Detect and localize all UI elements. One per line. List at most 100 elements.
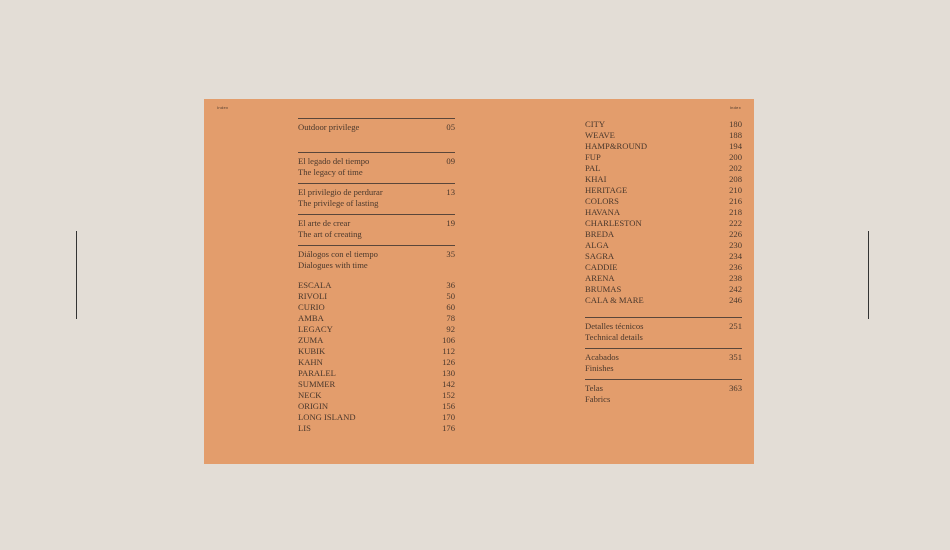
item-name: BRUMAS (585, 284, 622, 294)
toc-section: Telas 363 Fabrics (585, 379, 742, 405)
page-number: 251 (729, 321, 742, 331)
section-title: Outdoor privilege (298, 122, 360, 132)
page-number: 236 (729, 262, 742, 272)
section-subtitle: Technical details (585, 332, 643, 342)
left-toc: Outdoor privilege 05 El legado del tiempo 0… (298, 118, 455, 434)
section-title: Telas (585, 383, 604, 393)
item-name: KAHN (298, 357, 323, 367)
item-name: CURIO (298, 302, 325, 312)
item-name: NECK (298, 390, 322, 400)
left-page-header: Index (217, 105, 229, 110)
page-number: 19 (446, 218, 455, 228)
page-number: 152 (442, 390, 455, 400)
page-number: 202 (729, 163, 742, 173)
page-number: 112 (442, 346, 455, 356)
toc-section: Detalles técnicos 251 Technical details (585, 317, 742, 343)
section-subtitle (298, 133, 455, 144)
page-number: 222 (729, 218, 742, 228)
page-number: 78 (446, 313, 455, 323)
page-number: 09 (446, 156, 455, 166)
toc-row: Diálogos con el tiempo 35 (298, 249, 455, 260)
toc-item: BREDA 226 (585, 229, 742, 240)
item-name: HAMP&ROUND (585, 141, 648, 151)
toc-row: Acabados 351 (585, 352, 742, 363)
toc-section: El privilegio de perdurar 13 The privilege… (298, 183, 455, 209)
item-name: ALGA (585, 240, 609, 250)
toc-row: El arte de crear 19 (298, 218, 455, 229)
page-number: 156 (442, 401, 455, 411)
toc-item: KHAI 208 (585, 174, 742, 185)
toc-item: NECK 152 (298, 390, 455, 401)
item-name: CADDIE (585, 262, 618, 272)
page-number: 216 (729, 196, 742, 206)
item-name: LONG ISLAND (298, 412, 356, 422)
toc-row: Outdoor privilege 05 (298, 122, 455, 133)
page-number: 351 (729, 352, 742, 362)
item-name: ORIGIN (298, 401, 329, 411)
toc-item: ZUMA 106 (298, 335, 455, 346)
toc-item: LEGACY 92 (298, 324, 455, 335)
toc-item: PARALEL 130 (298, 368, 455, 379)
toc-item: COLORS 216 (585, 196, 742, 207)
toc-item: AMBA 78 (298, 313, 455, 324)
page-number: 106 (442, 335, 455, 345)
page-number: 234 (729, 251, 742, 261)
toc-item: FUP 200 (585, 152, 742, 163)
toc-item: HAMP&ROUND 194 (585, 141, 742, 152)
page-number: 188 (729, 130, 742, 140)
toc-item: LONG ISLAND 170 (298, 412, 455, 423)
page-number: 176 (442, 423, 455, 433)
page-number: 142 (442, 379, 455, 389)
toc-item: CADDIE 236 (585, 262, 742, 273)
right-page-header: Index (729, 105, 741, 110)
section-subtitle: Fabrics (585, 394, 611, 404)
item-name: PARALEL (298, 368, 336, 378)
item-name: BREDA (585, 229, 615, 239)
page-number: 226 (729, 229, 742, 239)
toc-item: KAHN 126 (298, 357, 455, 368)
toc-section: El arte de crear 19 The art of creating (298, 214, 455, 240)
item-name: LEGACY (298, 324, 333, 334)
right-toc: CITY 180 WEAVE 188 HAMP&ROUND 194 FUP 200 PAL 202… (585, 119, 742, 410)
toc-item: CURIO 60 (298, 302, 455, 313)
toc-item: CHARLESTON 222 (585, 218, 742, 229)
page-number: 126 (442, 357, 455, 367)
section-title: El arte de crear (298, 218, 351, 228)
catalog-spread: Index Index Outdoor privilege 05 El legado… (204, 99, 754, 464)
item-name: PAL (585, 163, 601, 173)
toc-item: RIVOLI 50 (298, 291, 455, 302)
section-subtitle: The legacy of time (298, 167, 363, 177)
toc-section: Outdoor privilege 05 (298, 118, 455, 144)
item-name: CITY (585, 119, 606, 129)
page-number: 246 (729, 295, 742, 305)
left-divider-bar (76, 231, 77, 319)
toc-item: SUMMER 142 (298, 379, 455, 390)
section-subtitle: Dialogues with time (298, 260, 368, 270)
toc-item: KUBIK 112 (298, 346, 455, 357)
page-number: 13 (446, 187, 455, 197)
page-number: 60 (446, 302, 455, 312)
item-name: CALA & MARE (585, 295, 644, 305)
page-number: 180 (729, 119, 742, 129)
item-name: KUBIK (298, 346, 326, 356)
toc-item: PAL 202 (585, 163, 742, 174)
toc-section: El legado del tiempo 09 The legacy of time (298, 152, 455, 178)
item-name: SUMMER (298, 379, 336, 389)
toc-item: ESCALA 36 (298, 280, 455, 291)
page-number: 210 (729, 185, 742, 195)
item-name: COLORS (585, 196, 619, 206)
page-number: 35 (446, 249, 455, 259)
section-title: Acabados (585, 352, 619, 362)
toc-section: Acabados 351 Finishes (585, 348, 742, 374)
toc-item: HERITAGE 210 (585, 185, 742, 196)
section-title: El legado del tiempo (298, 156, 370, 166)
page-number: 242 (729, 284, 742, 294)
section-title: Detalles técnicos (585, 321, 644, 331)
section-subtitle: The art of creating (298, 229, 362, 239)
toc-item: ARENA 238 (585, 273, 742, 284)
toc-item: BRUMAS 242 (585, 284, 742, 295)
toc-row: Telas 363 (585, 383, 742, 394)
item-name: WEAVE (585, 130, 615, 140)
page-number: 92 (446, 324, 455, 334)
toc-section: Diálogos con el tiempo 35 Dialogues with t… (298, 245, 455, 271)
